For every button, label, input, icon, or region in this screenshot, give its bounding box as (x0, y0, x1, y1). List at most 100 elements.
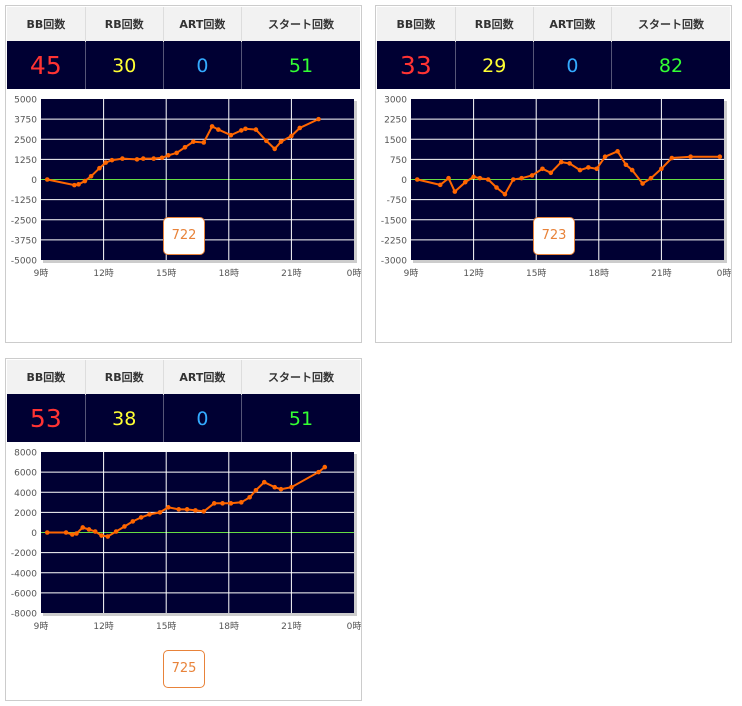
x-tick-label: 0時 (347, 268, 361, 279)
data-point (184, 507, 190, 512)
y-tick-label: -2000 (11, 549, 37, 559)
data-point (289, 484, 294, 490)
y-tick-label: 0 (401, 176, 407, 186)
data-point (540, 166, 545, 172)
stats-table: BB回数 RB回数 ART回数 スタート回数 45 30 0 51 (7, 7, 360, 89)
data-point (174, 150, 179, 156)
data-point (113, 529, 119, 534)
data-point (193, 508, 198, 513)
data-point (82, 178, 88, 184)
x-tick-label: 0時 (717, 268, 731, 279)
data-point (519, 175, 524, 181)
data-point (140, 156, 146, 161)
x-tick-label: 18時 (219, 621, 239, 632)
data-point (446, 175, 451, 181)
data-point (623, 162, 629, 168)
data-point (253, 487, 259, 493)
y-tick-label: -2250 (381, 236, 407, 246)
y-tick-label: -4000 (11, 569, 37, 579)
data-point (122, 524, 127, 529)
y-tick-label: 5000 (14, 96, 37, 106)
data-point (86, 527, 92, 532)
start-header: スタート回数 (241, 360, 360, 395)
rb-count: 30 (85, 41, 164, 89)
x-tick-label: 9時 (404, 268, 419, 279)
data-point (228, 501, 234, 506)
rb-header: RB回数 (455, 7, 534, 42)
data-point (586, 165, 591, 170)
y-tick-label: -1500 (381, 216, 407, 226)
data-point (640, 181, 645, 186)
data-point (216, 127, 221, 132)
data-point (239, 500, 244, 505)
data-point (70, 532, 75, 537)
data-point (594, 166, 600, 172)
rb-count: 29 (455, 41, 534, 89)
start-header: スタート回数 (241, 7, 360, 42)
x-tick-label: 15時 (156, 268, 176, 279)
y-tick-label: 0 (31, 529, 37, 539)
data-point (253, 127, 259, 132)
machine-number-button[interactable]: 723 (533, 217, 575, 255)
data-point (191, 139, 196, 144)
y-tick-label: -1250 (11, 196, 37, 206)
data-point (577, 167, 583, 173)
rb-count: 38 (85, 394, 164, 442)
data-point (239, 128, 244, 133)
data-point (629, 167, 635, 173)
data-point (278, 139, 284, 144)
data-point (157, 510, 163, 515)
start-count: 51 (241, 394, 360, 442)
art-header: ART回数 (163, 360, 243, 395)
x-tick-label: 18時 (219, 268, 239, 279)
data-point (494, 185, 499, 190)
x-tick-label: 21時 (651, 268, 671, 279)
data-point (437, 182, 443, 188)
art-count: 0 (163, 394, 243, 442)
data-point (44, 530, 50, 535)
data-point (209, 124, 215, 129)
x-tick-label: 9時 (34, 621, 49, 632)
data-point (558, 159, 564, 165)
x-tick-label: 15時 (526, 268, 546, 279)
data-point (510, 177, 516, 182)
data-point (615, 149, 620, 154)
x-tick-label: 12時 (93, 268, 113, 279)
data-point (120, 156, 125, 161)
x-tick-label: 12時 (463, 268, 483, 279)
machine-number-button[interactable]: 722 (163, 217, 205, 255)
machine-number-button[interactable]: 725 (163, 650, 205, 688)
stats-table: BB回数 RB回数 ART回数 スタート回数 53 38 0 51 (7, 360, 360, 442)
data-point (103, 160, 108, 165)
y-tick-label: -2500 (11, 216, 37, 226)
data-point (261, 479, 267, 485)
data-point (264, 138, 269, 144)
y-tick-label: -5000 (11, 257, 37, 267)
data-point (88, 173, 94, 179)
data-point (201, 509, 207, 514)
y-tick-label: -3750 (11, 236, 37, 246)
start-count: 82 (611, 41, 730, 89)
art-header: ART回数 (163, 7, 243, 42)
data-point (109, 157, 115, 163)
data-point (74, 531, 79, 536)
data-point (272, 484, 278, 490)
rb-header: RB回数 (85, 360, 164, 395)
y-tick-label: -3000 (381, 257, 407, 267)
data-point (151, 156, 156, 161)
data-point (247, 494, 252, 500)
data-point (63, 530, 69, 535)
data-point (717, 154, 723, 159)
bb-header: BB回数 (377, 7, 456, 42)
bb-header: BB回数 (7, 7, 86, 42)
data-point (147, 512, 152, 517)
data-point (80, 525, 86, 530)
data-point (414, 177, 420, 182)
data-point (138, 515, 144, 520)
art-count: 0 (533, 41, 613, 89)
x-tick-label: 21時 (281, 621, 301, 632)
start-count: 51 (241, 41, 360, 89)
data-point (669, 155, 675, 161)
